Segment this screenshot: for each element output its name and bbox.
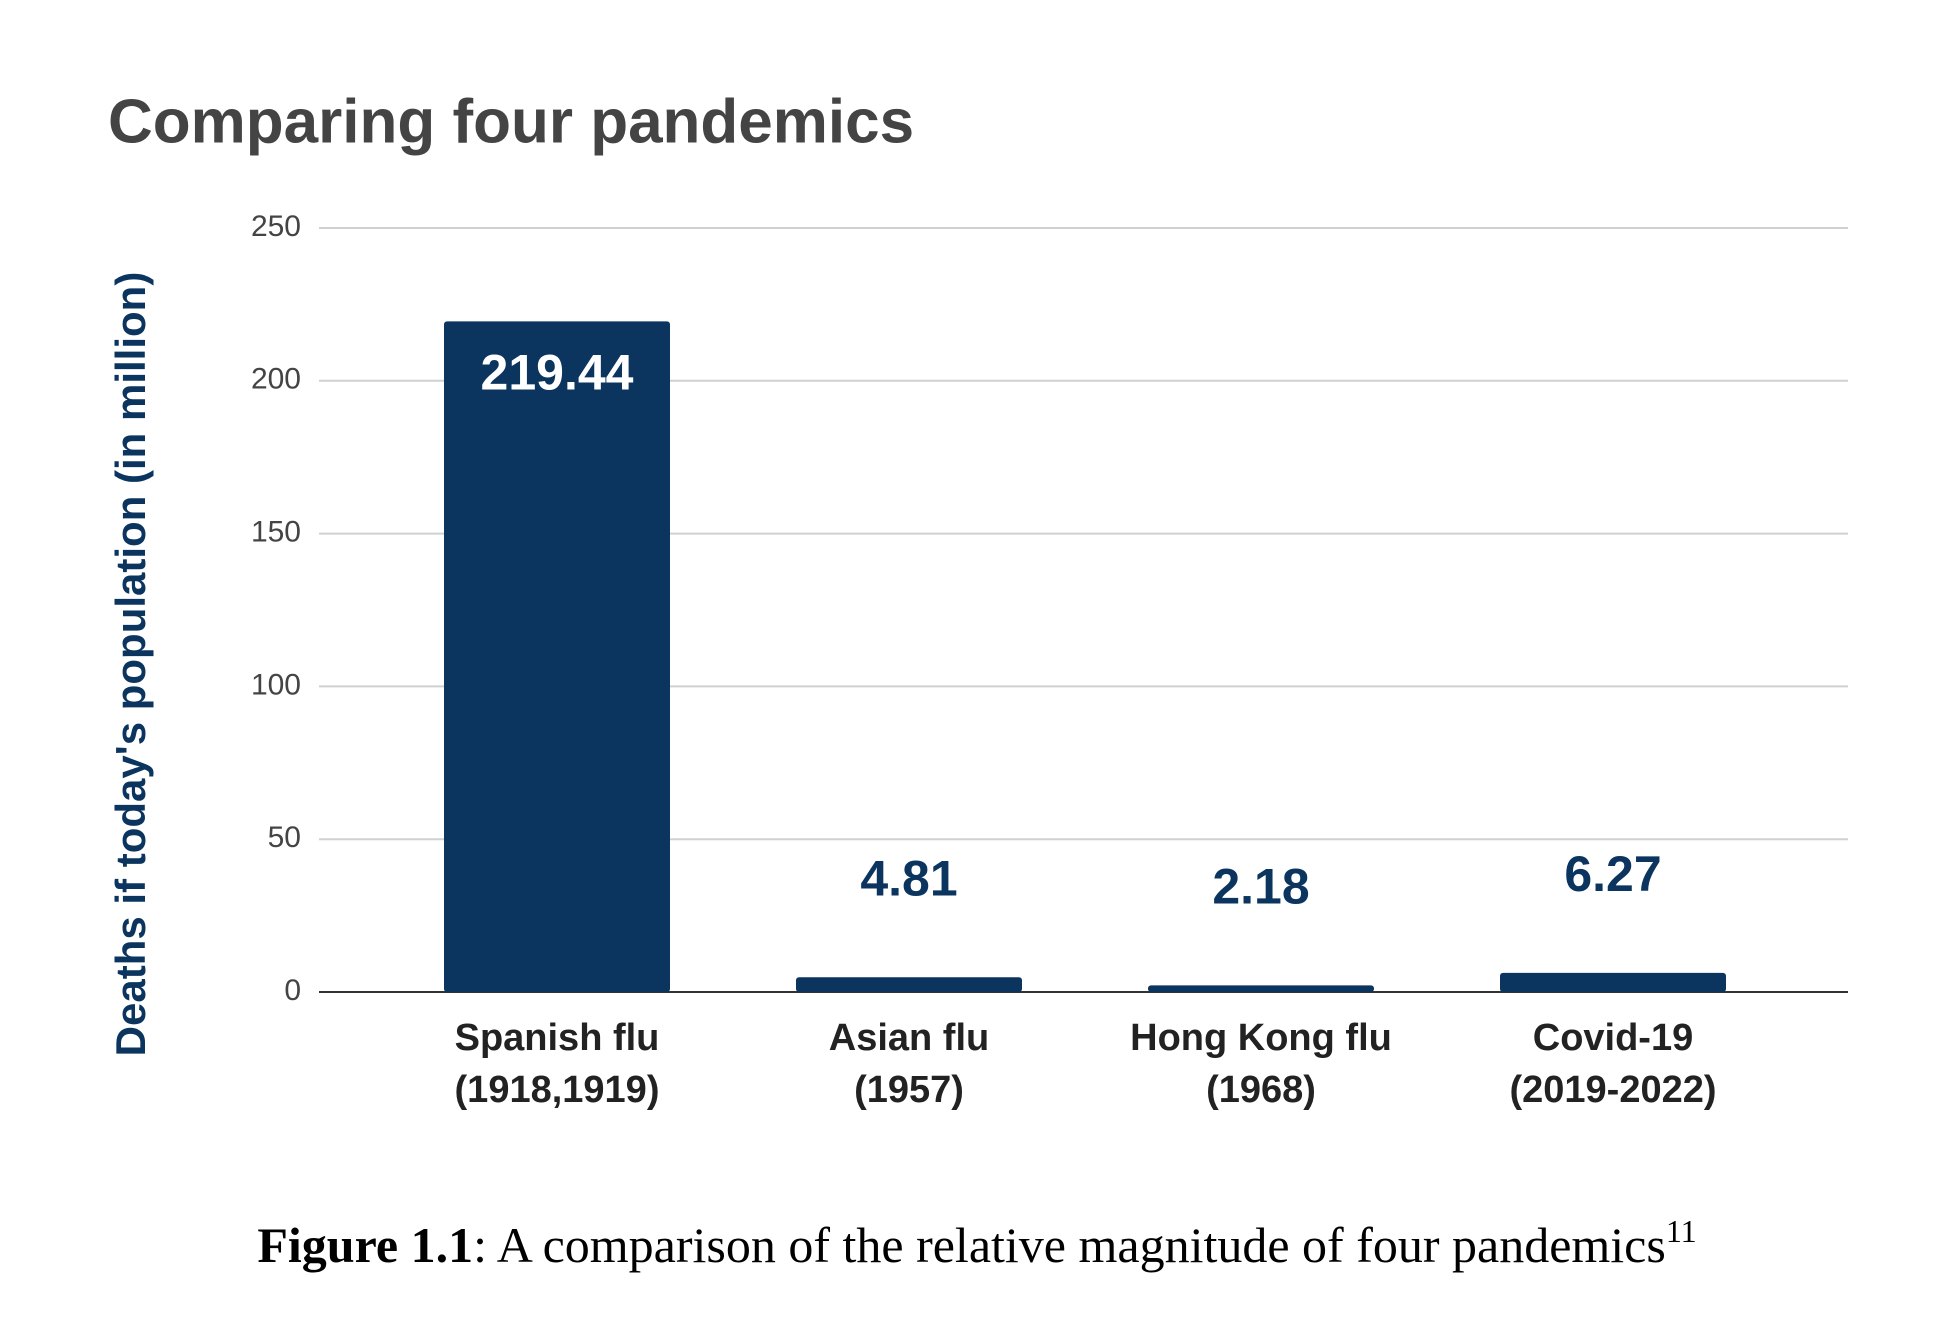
bar (1148, 985, 1374, 992)
x-tick-label-line: Covid-19 (1533, 1017, 1693, 1059)
bar (796, 977, 1022, 992)
caption: Figure 1.1: A comparison of the relative… (257, 1213, 1696, 1273)
y-tick-label: 250 (251, 210, 301, 243)
x-tick-label-line: Asian flu (829, 1017, 989, 1059)
footnote: 11 (1666, 1213, 1697, 1249)
caption-label: Figure 1.1 (257, 1217, 473, 1273)
chart-title: Comparing four pandemics (108, 87, 914, 156)
x-tick-label: Covid-19 (2019-2022) (1509, 1017, 1716, 1111)
y-tick-label: 150 (251, 516, 301, 549)
data-label: 6.27 (1564, 846, 1661, 902)
bar (1500, 972, 1726, 992)
data-label: 219.44 (481, 345, 634, 401)
x-tick-label-line: (1918,1919) (455, 1069, 660, 1111)
bar (444, 321, 670, 992)
x-tick-label: Asian flu (1957) (829, 1017, 989, 1111)
y-tick-label: 0 (284, 974, 301, 1007)
x-tick-label-line: Hong Kong flu (1130, 1017, 1392, 1059)
y-tick-label: 200 (251, 363, 301, 396)
data-label: 4.81 (860, 851, 957, 907)
y-tick-label: 50 (268, 821, 301, 854)
x-tick-label-line: (1968) (1206, 1069, 1316, 1111)
x-tick-label-line: Spanish flu (455, 1017, 660, 1059)
x-tick-label: Hong Kong flu (1968) (1130, 1017, 1392, 1111)
y-axis-title: Deaths if today's population (in million… (107, 272, 154, 1057)
x-tick-label-line: (1957) (854, 1069, 964, 1111)
x-tick-label-line: (2019-2022) (1509, 1069, 1716, 1111)
x-tick-label: Spanish flu (1918,1919) (455, 1017, 660, 1111)
y-tick-label: 100 (251, 668, 301, 701)
data-label: 2.18 (1212, 859, 1309, 915)
caption-text: : A comparison of the relative magnitude… (473, 1217, 1666, 1273)
